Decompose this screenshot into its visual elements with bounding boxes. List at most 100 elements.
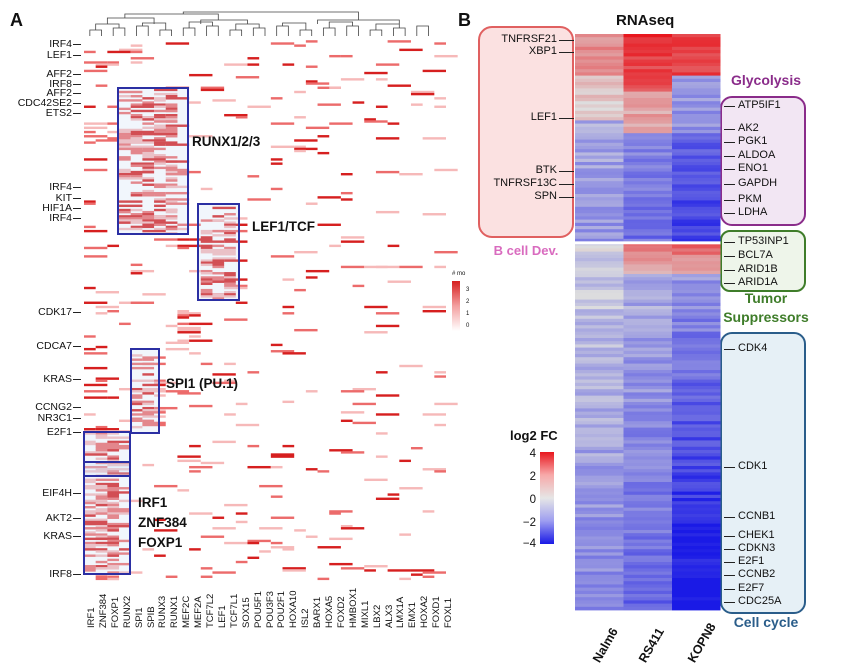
heatmap-b-cell xyxy=(672,309,721,313)
heatmap-b-cell xyxy=(672,206,721,211)
heatmap-b-cell xyxy=(623,418,672,422)
heatmap-a-cell xyxy=(84,141,96,144)
heatmap-a-cell xyxy=(130,419,143,423)
heatmap-b-cell xyxy=(672,606,721,611)
heatmap-a-cell xyxy=(142,415,166,418)
heatmap-a-cell xyxy=(130,164,155,167)
heatmap-a-cell xyxy=(107,571,120,574)
heatmap-b-cell xyxy=(575,251,624,256)
heatmap-b-cell xyxy=(623,232,672,236)
heatmap-b-cell xyxy=(575,46,624,51)
heatmap-b-cell xyxy=(575,181,624,185)
heatmap-a-cell xyxy=(142,166,155,170)
heatmap-b-cell xyxy=(623,187,672,192)
heatmap-a-cell xyxy=(107,491,131,494)
heatmap-b-cell xyxy=(672,146,721,150)
heatmap-b-cell xyxy=(672,450,721,454)
heatmap-a-cell xyxy=(142,392,155,395)
heatmap-b-cell xyxy=(575,210,624,214)
heatmap-a-cell xyxy=(95,478,120,482)
tumor-label-1: Tumor xyxy=(744,290,788,306)
heatmap-b-cell xyxy=(623,222,672,227)
heatmap-a-cell xyxy=(212,234,236,237)
heatmap-b-cell xyxy=(623,120,672,124)
heatmap-b-cell xyxy=(575,203,624,208)
heatmap-b-cell xyxy=(575,459,624,464)
heatmap-a-cell xyxy=(410,569,435,572)
heatmap-a-cell xyxy=(154,518,166,522)
heatmap-a-cell xyxy=(399,459,411,463)
heatmap-b-cell xyxy=(623,603,672,608)
heatmap-b-cell xyxy=(623,75,672,80)
row-tick-a xyxy=(73,312,81,313)
heatmap-b-cell xyxy=(672,565,721,569)
heatmap-b-cell xyxy=(623,533,672,537)
heatmap-a-cell xyxy=(107,539,131,543)
heatmap-a-cell xyxy=(154,92,178,96)
heatmap-b-cell xyxy=(623,386,672,390)
heatmap-b-cell xyxy=(575,536,624,540)
heatmap-b-cell xyxy=(623,37,672,41)
heatmap-a-cell xyxy=(212,259,225,262)
heatmap-b-cell xyxy=(623,190,672,195)
heatmap-a-cell xyxy=(142,409,166,412)
heatmap-b-cell xyxy=(575,187,624,192)
heatmap-b-cell xyxy=(623,427,672,432)
heatmap-b-cell xyxy=(623,437,672,441)
heatmap-b-cell xyxy=(575,130,624,134)
heatmap-a-cell xyxy=(200,567,213,570)
heatmap-b-cell xyxy=(575,229,624,233)
heatmap-a-cell xyxy=(200,88,225,92)
heatmap-a-cell xyxy=(212,272,225,275)
heatmap-b-cell xyxy=(575,107,624,112)
heatmap-b-cell xyxy=(623,488,672,492)
heatmap-a-cell xyxy=(142,423,166,427)
heatmap-a-cell xyxy=(95,554,108,557)
heatmap-a-cell xyxy=(142,194,155,197)
heatmap-a-cell xyxy=(224,276,236,279)
heatmap-a-cell xyxy=(212,250,236,254)
heatmap-b-cell xyxy=(672,514,721,518)
heatmap-b-cell xyxy=(623,46,672,51)
heatmap-a-cell xyxy=(84,122,108,125)
heatmap-a-cell xyxy=(270,255,295,258)
heatmap-a-cell xyxy=(107,516,120,519)
heatmap-a-cell xyxy=(340,236,365,239)
heatmap-b-cell xyxy=(575,520,624,524)
heatmap-b-cell xyxy=(623,405,672,409)
gene-tick-b xyxy=(724,589,735,590)
legend-a-tick-2: 2 xyxy=(466,299,470,305)
heatmap-b-cell xyxy=(575,363,624,368)
heatmap-a-cell xyxy=(84,200,96,203)
heatmap-b-cell xyxy=(672,405,721,409)
heatmap-a-cell xyxy=(387,84,411,87)
heatmap-a-cell xyxy=(130,109,155,113)
heatmap-b-cell xyxy=(623,478,672,483)
heatmap-a-cell xyxy=(305,126,330,130)
heatmap-b-cell xyxy=(575,168,624,172)
heatmap-a-cell xyxy=(154,156,178,159)
heatmap-a-cell xyxy=(212,99,236,102)
heatmap-b-cell xyxy=(623,251,672,256)
heatmap-a-cell xyxy=(329,449,353,452)
heatmap-b-cell xyxy=(575,485,624,489)
row-tick-a xyxy=(73,74,81,75)
legend-a-bar xyxy=(452,281,460,331)
heatmap-b-cell xyxy=(575,104,624,108)
heatmap-b-cell xyxy=(575,338,624,342)
heatmap-b-cell xyxy=(672,270,721,275)
heatmap-b-cell xyxy=(623,578,672,582)
heatmap-b-cell xyxy=(623,210,672,214)
heatmap-a-cell xyxy=(84,396,108,399)
heatmap-a-cell xyxy=(364,120,388,123)
heatmap-b-cell xyxy=(623,517,672,521)
heatmap-b-cell xyxy=(623,136,672,140)
heatmap-b-cell xyxy=(575,238,624,243)
heatmap-b-cell xyxy=(575,555,624,560)
heatmap-b-cell xyxy=(672,245,721,249)
heatmap-a-cell xyxy=(119,111,131,115)
gene-label-b: LEF1 xyxy=(530,111,557,123)
heatmap-a-cell xyxy=(84,533,108,536)
heatmap-b-cell xyxy=(575,341,624,345)
heatmap-b-cell xyxy=(575,82,624,86)
